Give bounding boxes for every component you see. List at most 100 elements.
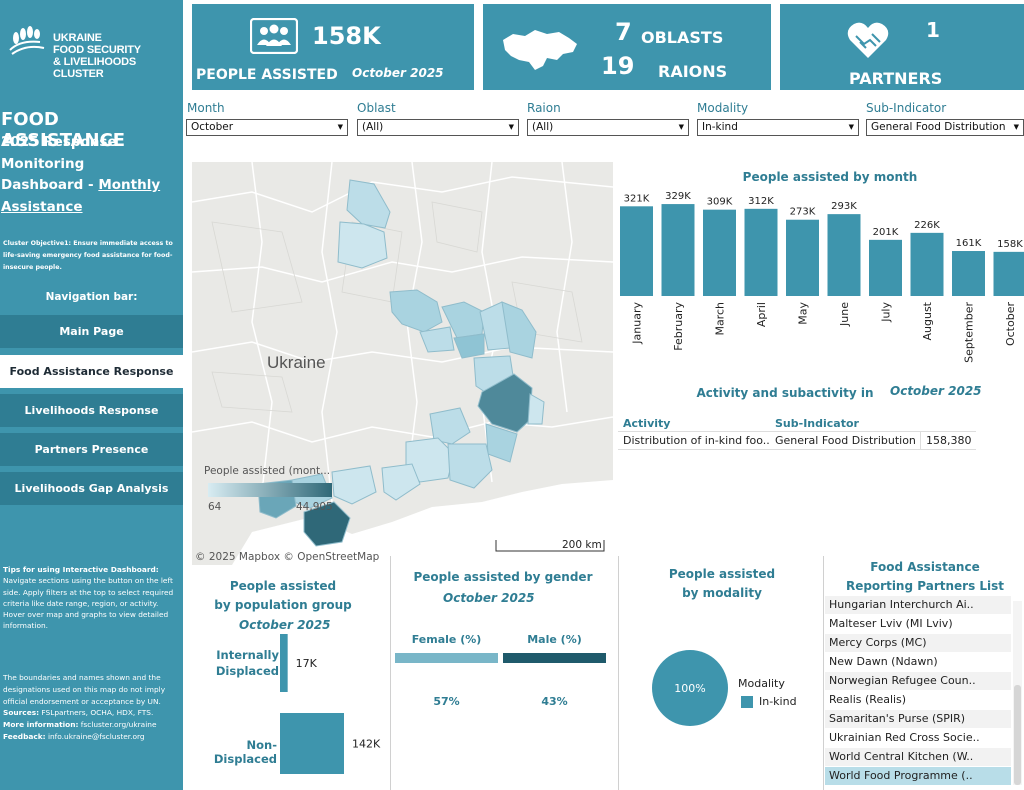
- sources-text: FSLpartners, OCHA, HDX, FTS.: [39, 708, 154, 718]
- partner-list-item[interactable]: Malteser Lviv (MI Lviv): [829, 617, 953, 630]
- nav-livelihoods-gap-analysis[interactable]: Livelihoods Gap Analysis: [0, 472, 183, 505]
- population-value-label: 142K: [352, 738, 381, 751]
- gender-chart-month: October 2025: [443, 591, 535, 605]
- gender-category-label: Male (%): [527, 633, 582, 646]
- modality-legend-item[interactable]: In-kind: [759, 695, 797, 708]
- table-header-subindicator: Sub-Indicator: [775, 417, 859, 430]
- logo-line-1: UKRAINE: [53, 32, 102, 44]
- bar-january[interactable]: [620, 206, 653, 296]
- table-header-activity: Activity: [623, 417, 671, 430]
- bar-october[interactable]: [993, 251, 1024, 296]
- filter-month-label: Month: [187, 101, 225, 115]
- population-cat-idp-line-1: Internally: [216, 648, 279, 662]
- ukraine-map[interactable]: Ukraine People assisted (mont... 64 44,9…: [192, 162, 613, 565]
- population-title-line-1: People assisted: [229, 579, 337, 593]
- modality-pie-chart[interactable]: 100%: [650, 648, 730, 728]
- filter-raion-select[interactable]: (All) ▼: [527, 119, 689, 136]
- bar-may[interactable]: [786, 219, 819, 296]
- filter-modality-select[interactable]: In-kind ▼: [697, 119, 859, 136]
- modality-title-line-1: People assisted: [668, 567, 776, 581]
- gender-bar-1[interactable]: [503, 653, 606, 663]
- x-tick-label: May: [797, 302, 810, 325]
- sources-line: Sources: FSLpartners, OCHA, HDX, FTS.: [3, 707, 179, 719]
- partner-list-item[interactable]: Samaritan's Purse (SPIR): [825, 710, 1011, 728]
- feedback-text[interactable]: info.ukraine@fscluster.org: [45, 731, 145, 741]
- pie-slice-in-kind[interactable]: [652, 650, 728, 726]
- people-assisted-value: 158K: [312, 22, 381, 50]
- population-cat-idp: Internally Displaced: [213, 647, 279, 679]
- map-canvas[interactable]: Ukraine People assisted (mont... 64 44,9…: [192, 162, 613, 565]
- partners-title-line-1: Food Assistance: [870, 560, 980, 574]
- x-tick-label: March: [714, 302, 727, 336]
- partner-list-item[interactable]: Hungarian Interchurch Ai..: [825, 596, 1011, 614]
- map-legend-gradient: [208, 483, 332, 497]
- panel-divider: [618, 556, 619, 790]
- partners-title-line-2: Reporting Partners List: [845, 579, 1005, 593]
- gender-bar-chart[interactable]: Female (%) 57% Male (%) 43%: [392, 628, 614, 718]
- partner-list-item[interactable]: Realis (Realis): [829, 693, 907, 706]
- more-text[interactable]: fscluster.org/ukraine: [78, 720, 157, 730]
- nav-food-assistance-response[interactable]: Food Assistance Response: [0, 355, 183, 388]
- filter-oblast-select[interactable]: (All) ▼: [357, 119, 519, 136]
- partner-list-item[interactable]: New Dawn (Ndawn): [829, 655, 938, 668]
- oblasts-label: OBLASTS: [641, 28, 724, 47]
- chevron-down-icon: ▼: [1013, 123, 1019, 131]
- footer-info: The boundaries and names shown and the d…: [3, 672, 179, 743]
- partner-list-item[interactable]: Ukrainian Red Cross Socie..: [829, 731, 980, 744]
- wheat-icon: [9, 26, 45, 55]
- bar-value-label: 161K: [956, 238, 982, 249]
- x-tick-label: October: [1004, 302, 1017, 346]
- population-cat-non-displaced: Non-Displaced: [213, 738, 277, 766]
- partners-value: 1: [926, 18, 940, 42]
- map-legend-title: People assisted (mont...: [204, 465, 330, 477]
- table-cell-divider: [920, 431, 921, 450]
- bar-value-label: 312K: [748, 196, 774, 207]
- partner-list-item[interactable]: Mercy Corps (MC): [825, 634, 1011, 652]
- modality-legend-swatch: [741, 696, 753, 708]
- population-chart-title: People assisted by population group: [200, 577, 366, 615]
- x-tick-label: June: [838, 302, 851, 327]
- nav-partners-presence[interactable]: Partners Presence: [0, 433, 183, 466]
- bar-value-label: 309K: [707, 197, 733, 208]
- filter-modality-label: Modality: [697, 101, 749, 115]
- modality-title-line-2: by modality: [682, 586, 762, 600]
- kpi-partners: 1 PARTNERS: [780, 4, 1024, 90]
- monthly-chart-title: People assisted by month: [742, 170, 918, 184]
- partners-scrollbar-thumb[interactable]: [1014, 685, 1021, 785]
- table-row[interactable]: [618, 431, 976, 450]
- bar-july[interactable]: [869, 239, 902, 296]
- bar-value-label: 158K: [997, 239, 1023, 250]
- bar-value-label: 273K: [790, 207, 816, 218]
- more-line: More information: fscluster.org/ukraine: [3, 719, 179, 731]
- chevron-down-icon: ▼: [508, 123, 514, 131]
- population-bar-1[interactable]: [280, 713, 344, 774]
- filter-subindicator-label: Sub-Indicator: [866, 101, 947, 115]
- bar-april[interactable]: [744, 208, 778, 296]
- bar-march[interactable]: [703, 209, 736, 296]
- logo-line-3: & LIVELIHOODS CLUSTER: [53, 56, 136, 80]
- x-tick-label: January: [631, 302, 644, 345]
- population-bar-chart[interactable]: 17K 142K: [280, 620, 390, 790]
- bar-june[interactable]: [827, 214, 861, 296]
- x-tick-label: April: [755, 302, 768, 327]
- monthly-bar-chart[interactable]: 321K January 329K February 309K March 312K Apri…: [613, 186, 1024, 386]
- x-tick-label: July: [880, 302, 893, 323]
- partner-list-item[interactable]: World Food Programme (..: [825, 767, 1011, 785]
- chevron-down-icon: ▼: [337, 123, 343, 131]
- partner-list-item[interactable]: World Central Kitchen (W..: [825, 748, 1011, 766]
- map-attribution[interactable]: © 2025 Mapbox © OpenStreetMap: [195, 551, 380, 563]
- gender-bar-0[interactable]: [395, 653, 498, 663]
- population-bar-0[interactable]: [280, 634, 288, 692]
- bar-february[interactable]: [661, 204, 695, 296]
- nav-main-page[interactable]: Main Page: [0, 315, 183, 348]
- bar-september[interactable]: [952, 251, 985, 296]
- partner-list-item[interactable]: Norwegian Refugee Coun..: [825, 672, 1011, 690]
- bar-value-label: 201K: [873, 227, 899, 238]
- bar-august[interactable]: [910, 232, 944, 296]
- filter-month-select[interactable]: October ▼: [186, 119, 348, 136]
- choropleth-raions[interactable]: [257, 179, 545, 547]
- nav-livelihoods-response[interactable]: Livelihoods Response: [0, 394, 183, 427]
- filter-subindicator-select[interactable]: General Food Distribution ▼: [866, 119, 1024, 136]
- kpi-geography: 7 OBLASTS 19 RAIONS: [483, 4, 771, 90]
- gender-value-label: 43%: [541, 695, 567, 708]
